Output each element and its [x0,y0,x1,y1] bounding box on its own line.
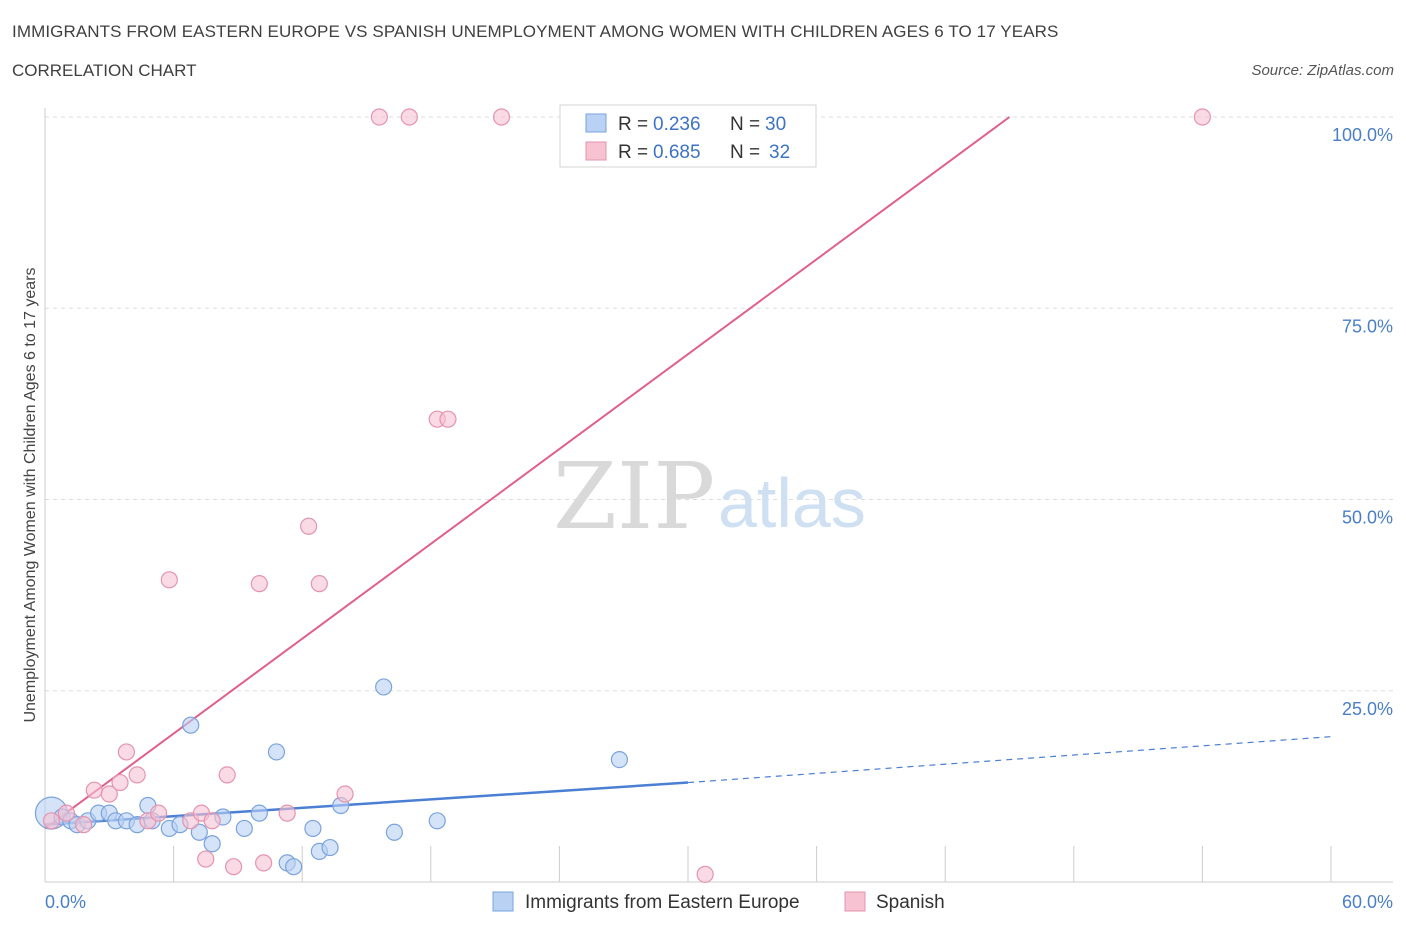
point-eastern-europe [375,678,393,696]
point-spanish [128,766,146,784]
legend-label-eastern-europe: Immigrants from Eastern Europe [525,892,800,913]
y-tick-label: 50.0% [1342,508,1393,528]
axes [44,108,1393,883]
stats-n-label-2: N = [730,142,760,163]
point-spanish [218,766,236,784]
source-label: Source: ZipAtlas.com [1251,62,1394,79]
legend-swatch-eastern-europe [492,891,514,912]
point-spanish [111,773,129,792]
point-spanish [117,743,136,761]
point-spanish [203,812,221,830]
y-axis-label: Unemployment Among Women with Children A… [22,267,39,722]
point-eastern-europe [304,819,322,838]
point-spanish [370,108,388,126]
y-tick-label: 100.0% [1332,125,1393,145]
point-eastern-europe [203,835,221,853]
point-spanish [336,785,354,803]
stats-n-label-1: N = [730,114,760,135]
point-eastern-europe [428,812,446,830]
point-spanish [74,816,93,834]
point-spanish [310,575,328,593]
point-eastern-europe [285,858,303,876]
trend-line-spanish [44,116,1011,830]
stats-legend-swatch-pink [585,141,607,161]
y-tick-label: 75.0% [1342,316,1393,336]
x-tick-label: 60.0% [1342,892,1393,912]
stats-r-label-2: R = [618,142,648,163]
point-eastern-europe [610,750,629,769]
point-spanish [160,571,178,589]
point-spanish [1193,108,1212,126]
point-spanish [149,804,168,822]
x-tick-label: 0.0% [45,892,86,912]
point-spanish [225,858,243,876]
point-eastern-europe [190,823,208,841]
point-spanish [85,781,103,799]
legend-label-spanish: Spanish [876,892,945,913]
point-spanish [255,854,273,872]
stats-legend-swatch-blue [585,113,607,133]
point-spanish [278,804,296,822]
data-points [34,108,1212,883]
tick-labels: 25.0% 50.0% 75.0% 100.0% 0.0% 60.0% [45,125,1393,912]
point-eastern-europe [321,838,339,857]
watermark-atlas: atlas [718,464,866,542]
series-legend: Immigrants from Eastern Europe Spanish [492,891,945,913]
point-eastern-europe [250,804,268,822]
gridlines [45,116,1393,692]
point-spanish [57,804,76,822]
stats-r-value-2: 0.685 [653,142,701,163]
stats-legend: R = 0.236 N = 30 R = 0.685 N = 32 [559,104,817,168]
point-spanish [300,517,318,535]
point-spanish [439,410,457,428]
y-tick-label: 25.0% [1342,699,1393,719]
point-eastern-europe [385,823,403,841]
point-spanish [250,575,268,593]
stats-r-label-1: R = [618,114,648,135]
point-eastern-europe [267,743,286,761]
chart-title: IMMIGRANTS FROM EASTERN EUROPE VS SPANIS… [12,22,1059,41]
trend-line-eastern-europe-extension [687,736,1332,784]
stats-r-value-1: 0.236 [653,114,701,135]
stats-n-value-2: 32 [769,142,790,163]
stats-n-value-1: 30 [765,114,786,135]
point-eastern-europe [235,819,253,838]
point-spanish [42,812,61,830]
chart-subtitle: CORRELATION CHART [12,61,197,80]
point-spanish [197,850,215,868]
point-spanish [696,865,714,883]
point-spanish [100,785,118,803]
point-spanish [400,108,418,126]
watermark: ZIP atlas [553,443,866,550]
watermark-zip: ZIP [553,443,715,550]
legend-swatch-spanish [844,891,866,912]
point-spanish [492,108,511,126]
point-eastern-europe [182,716,200,734]
